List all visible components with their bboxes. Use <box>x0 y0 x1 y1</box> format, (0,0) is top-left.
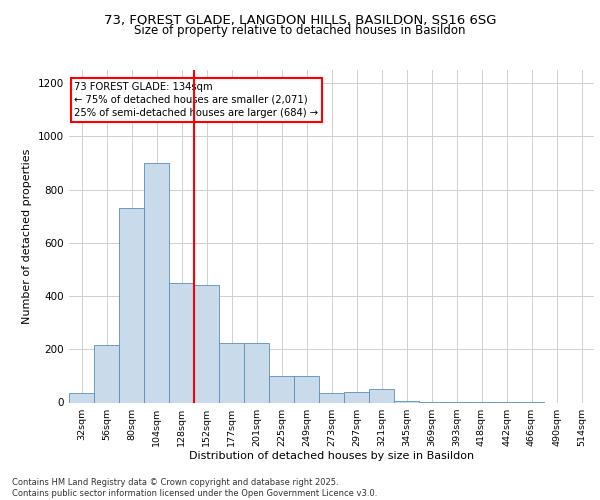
Bar <box>369 389 394 402</box>
Bar <box>94 346 119 403</box>
Text: Contains HM Land Registry data © Crown copyright and database right 2025.
Contai: Contains HM Land Registry data © Crown c… <box>12 478 377 498</box>
Bar <box>319 393 344 402</box>
Bar <box>344 392 369 402</box>
Bar <box>144 163 169 402</box>
Bar <box>244 342 269 402</box>
Bar <box>194 286 219 403</box>
Bar <box>119 208 144 402</box>
Text: Size of property relative to detached houses in Basildon: Size of property relative to detached ho… <box>134 24 466 37</box>
Bar <box>219 342 244 402</box>
X-axis label: Distribution of detached houses by size in Basildon: Distribution of detached houses by size … <box>189 452 474 462</box>
Bar <box>269 376 294 402</box>
Bar <box>294 376 319 402</box>
Bar <box>169 283 194 403</box>
Y-axis label: Number of detached properties: Number of detached properties <box>22 148 32 324</box>
Text: 73, FOREST GLADE, LANGDON HILLS, BASILDON, SS16 6SG: 73, FOREST GLADE, LANGDON HILLS, BASILDO… <box>104 14 496 27</box>
Text: 73 FOREST GLADE: 134sqm
← 75% of detached houses are smaller (2,071)
25% of semi: 73 FOREST GLADE: 134sqm ← 75% of detache… <box>74 82 319 118</box>
Bar <box>69 393 94 402</box>
Bar <box>394 401 419 402</box>
